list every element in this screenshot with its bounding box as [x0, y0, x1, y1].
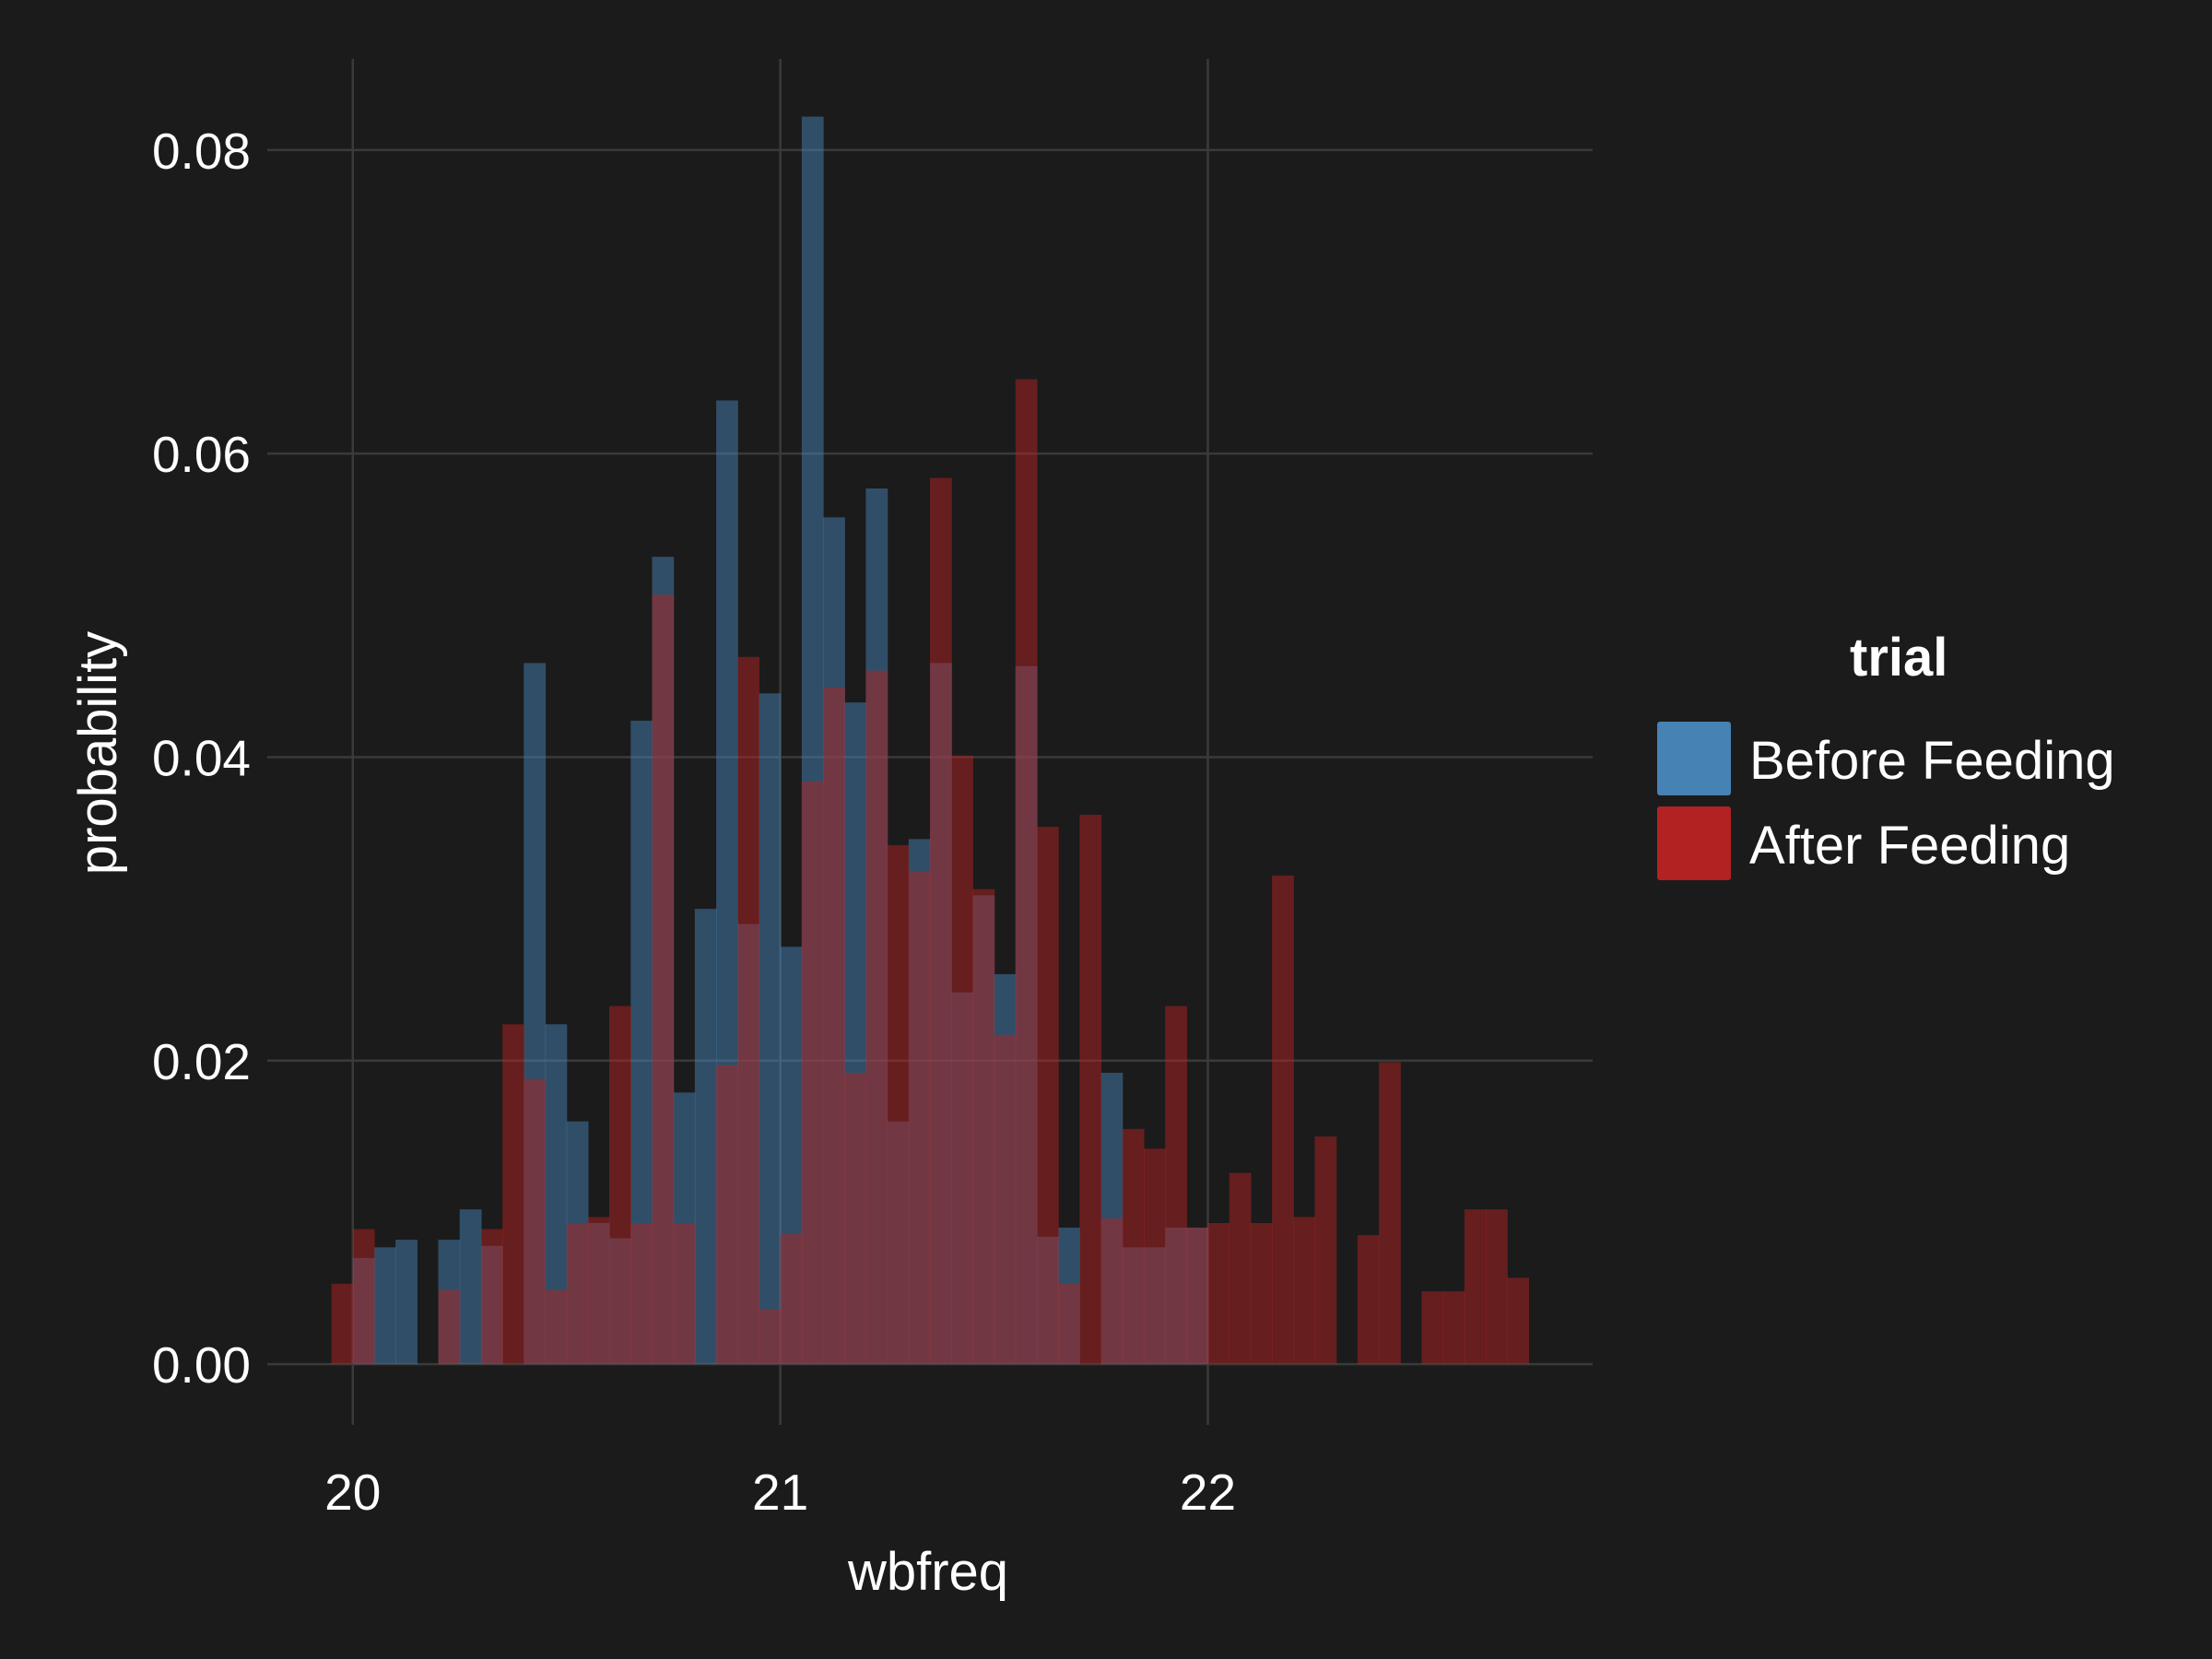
- bar-after-feeding: [566, 1222, 589, 1365]
- bar-after-feeding: [1442, 1291, 1465, 1365]
- bar-after-feeding: [609, 1006, 631, 1365]
- bar-after-feeding: [1314, 1136, 1337, 1365]
- y-tick-label: 0.08: [152, 123, 251, 180]
- bar-after-feeding: [930, 477, 952, 1365]
- bar-after-feeding: [1486, 1209, 1508, 1365]
- bar-after-feeding: [652, 594, 675, 1365]
- bar-after-feeding: [331, 1283, 354, 1365]
- bar-after-feeding: [1058, 1283, 1080, 1365]
- bar-after-feeding: [1464, 1209, 1487, 1365]
- bar-after-feeding: [1421, 1291, 1444, 1365]
- bar-after-feeding: [1122, 1128, 1145, 1365]
- legend-label-after-feeding: After Feeding: [1749, 816, 2070, 876]
- bar-before-feeding: [759, 693, 782, 1365]
- bar-after-feeding: [716, 1065, 738, 1365]
- bar-after-feeding: [545, 1289, 568, 1365]
- bar-after-feeding: [887, 844, 910, 1365]
- y-tick-label: 0.00: [152, 1336, 251, 1394]
- bar-after-feeding: [1272, 875, 1294, 1365]
- bar-after-feeding: [1293, 1217, 1316, 1365]
- bar-after-feeding: [480, 1229, 503, 1365]
- bar-before-feeding: [373, 1247, 396, 1365]
- bar-after-feeding: [1250, 1222, 1273, 1365]
- bar-after-feeding: [1015, 379, 1038, 1365]
- bar-before-feeding: [459, 1209, 482, 1365]
- bar-after-feeding: [630, 1222, 653, 1365]
- bar-after-feeding: [972, 888, 995, 1365]
- y-tick-label: 0.02: [152, 1033, 251, 1090]
- bar-after-feeding: [673, 1222, 696, 1365]
- legend-label-before-feeding: Before Feeding: [1749, 731, 2115, 791]
- bar-after-feeding: [865, 670, 888, 1365]
- bar-after-feeding: [1507, 1277, 1530, 1365]
- bar-after-feeding: [1079, 815, 1102, 1365]
- bar-after-feeding: [759, 1309, 782, 1365]
- bar-after-feeding: [801, 781, 824, 1365]
- bar-after-feeding: [1186, 1227, 1209, 1365]
- bar-after-feeding: [1379, 1062, 1401, 1365]
- bar-after-feeding: [1036, 827, 1059, 1365]
- x-tick-label: 20: [324, 1464, 381, 1521]
- x-axis-title: wbfreq: [847, 1542, 1008, 1602]
- y-axis-title: probability: [68, 631, 128, 875]
- bar-after-feeding: [438, 1289, 461, 1365]
- legend-swatch-after-feeding: [1657, 806, 1731, 880]
- bar-before-feeding: [630, 720, 653, 1365]
- bar-after-feeding: [1143, 1148, 1166, 1365]
- bar-after-feeding: [524, 1078, 547, 1365]
- bar-after-feeding: [352, 1229, 375, 1365]
- x-tick-label: 21: [752, 1464, 808, 1521]
- bar-after-feeding: [502, 1024, 524, 1365]
- bar-before-feeding: [694, 909, 717, 1365]
- bar-before-feeding: [395, 1240, 418, 1365]
- legend-title: trial: [1850, 628, 1947, 688]
- bar-after-feeding: [1165, 1006, 1187, 1365]
- bar-after-feeding: [994, 1034, 1017, 1365]
- legend: trial Before Feeding After Feeding: [1657, 628, 2115, 880]
- bar-after-feeding: [823, 687, 845, 1365]
- bar-after-feeding: [951, 755, 973, 1365]
- bar-after-feeding: [587, 1217, 610, 1365]
- bar-after-feeding: [780, 1233, 803, 1365]
- bar-after-feeding: [1207, 1222, 1230, 1365]
- legend-swatch-before-feeding: [1657, 722, 1731, 795]
- x-tick-label: 22: [1180, 1464, 1236, 1521]
- x-axis-ticks: 20 21 22: [324, 1464, 1236, 1521]
- bar-after-feeding: [737, 656, 760, 1365]
- y-tick-label: 0.04: [152, 729, 251, 786]
- bar-after-feeding: [1229, 1172, 1252, 1365]
- y-tick-label: 0.06: [152, 426, 251, 483]
- bar-after-feeding: [844, 1072, 867, 1365]
- series-after-feeding: [331, 379, 1530, 1365]
- bar-after-feeding: [908, 870, 931, 1365]
- bar-after-feeding: [1357, 1235, 1380, 1365]
- y-axis-ticks: 0.00 0.02 0.04 0.06 0.08: [152, 123, 251, 1394]
- bar-before-feeding: [545, 1024, 568, 1365]
- bar-after-feeding: [1100, 1218, 1124, 1365]
